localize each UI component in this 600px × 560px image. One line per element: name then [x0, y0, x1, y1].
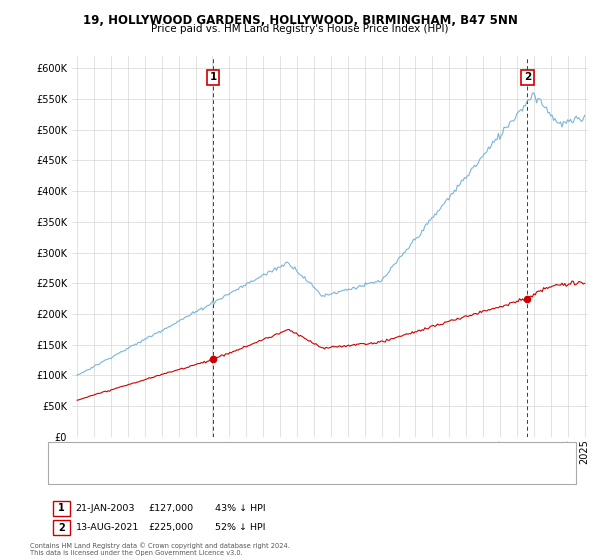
Text: 19, HOLLYWOOD GARDENS, HOLLYWOOD, BIRMINGHAM, B47 5NN (detached house): 19, HOLLYWOOD GARDENS, HOLLYWOOD, BIRMIN…: [87, 450, 451, 459]
Text: Price paid vs. HM Land Registry's House Price Index (HPI): Price paid vs. HM Land Registry's House …: [151, 24, 449, 34]
Text: HPI: Average price, detached house, Bromsgrove: HPI: Average price, detached house, Brom…: [87, 468, 299, 477]
Text: 19, HOLLYWOOD GARDENS, HOLLYWOOD, BIRMINGHAM, B47 5NN: 19, HOLLYWOOD GARDENS, HOLLYWOOD, BIRMIN…: [83, 14, 517, 27]
Text: 2: 2: [524, 72, 531, 82]
Text: 52% ↓ HPI: 52% ↓ HPI: [215, 523, 265, 532]
Text: 1: 1: [209, 72, 217, 82]
Text: 21-JAN-2003: 21-JAN-2003: [76, 504, 135, 513]
Text: 13-AUG-2021: 13-AUG-2021: [76, 523, 139, 532]
Text: 43% ↓ HPI: 43% ↓ HPI: [215, 504, 265, 513]
Text: £225,000: £225,000: [149, 523, 194, 532]
Text: 1: 1: [58, 503, 65, 514]
Text: 2: 2: [58, 522, 65, 533]
Text: ——: ——: [60, 466, 85, 479]
Text: Contains HM Land Registry data © Crown copyright and database right 2024.
This d: Contains HM Land Registry data © Crown c…: [30, 542, 290, 556]
Text: ——: ——: [60, 447, 85, 461]
Text: £127,000: £127,000: [149, 504, 194, 513]
